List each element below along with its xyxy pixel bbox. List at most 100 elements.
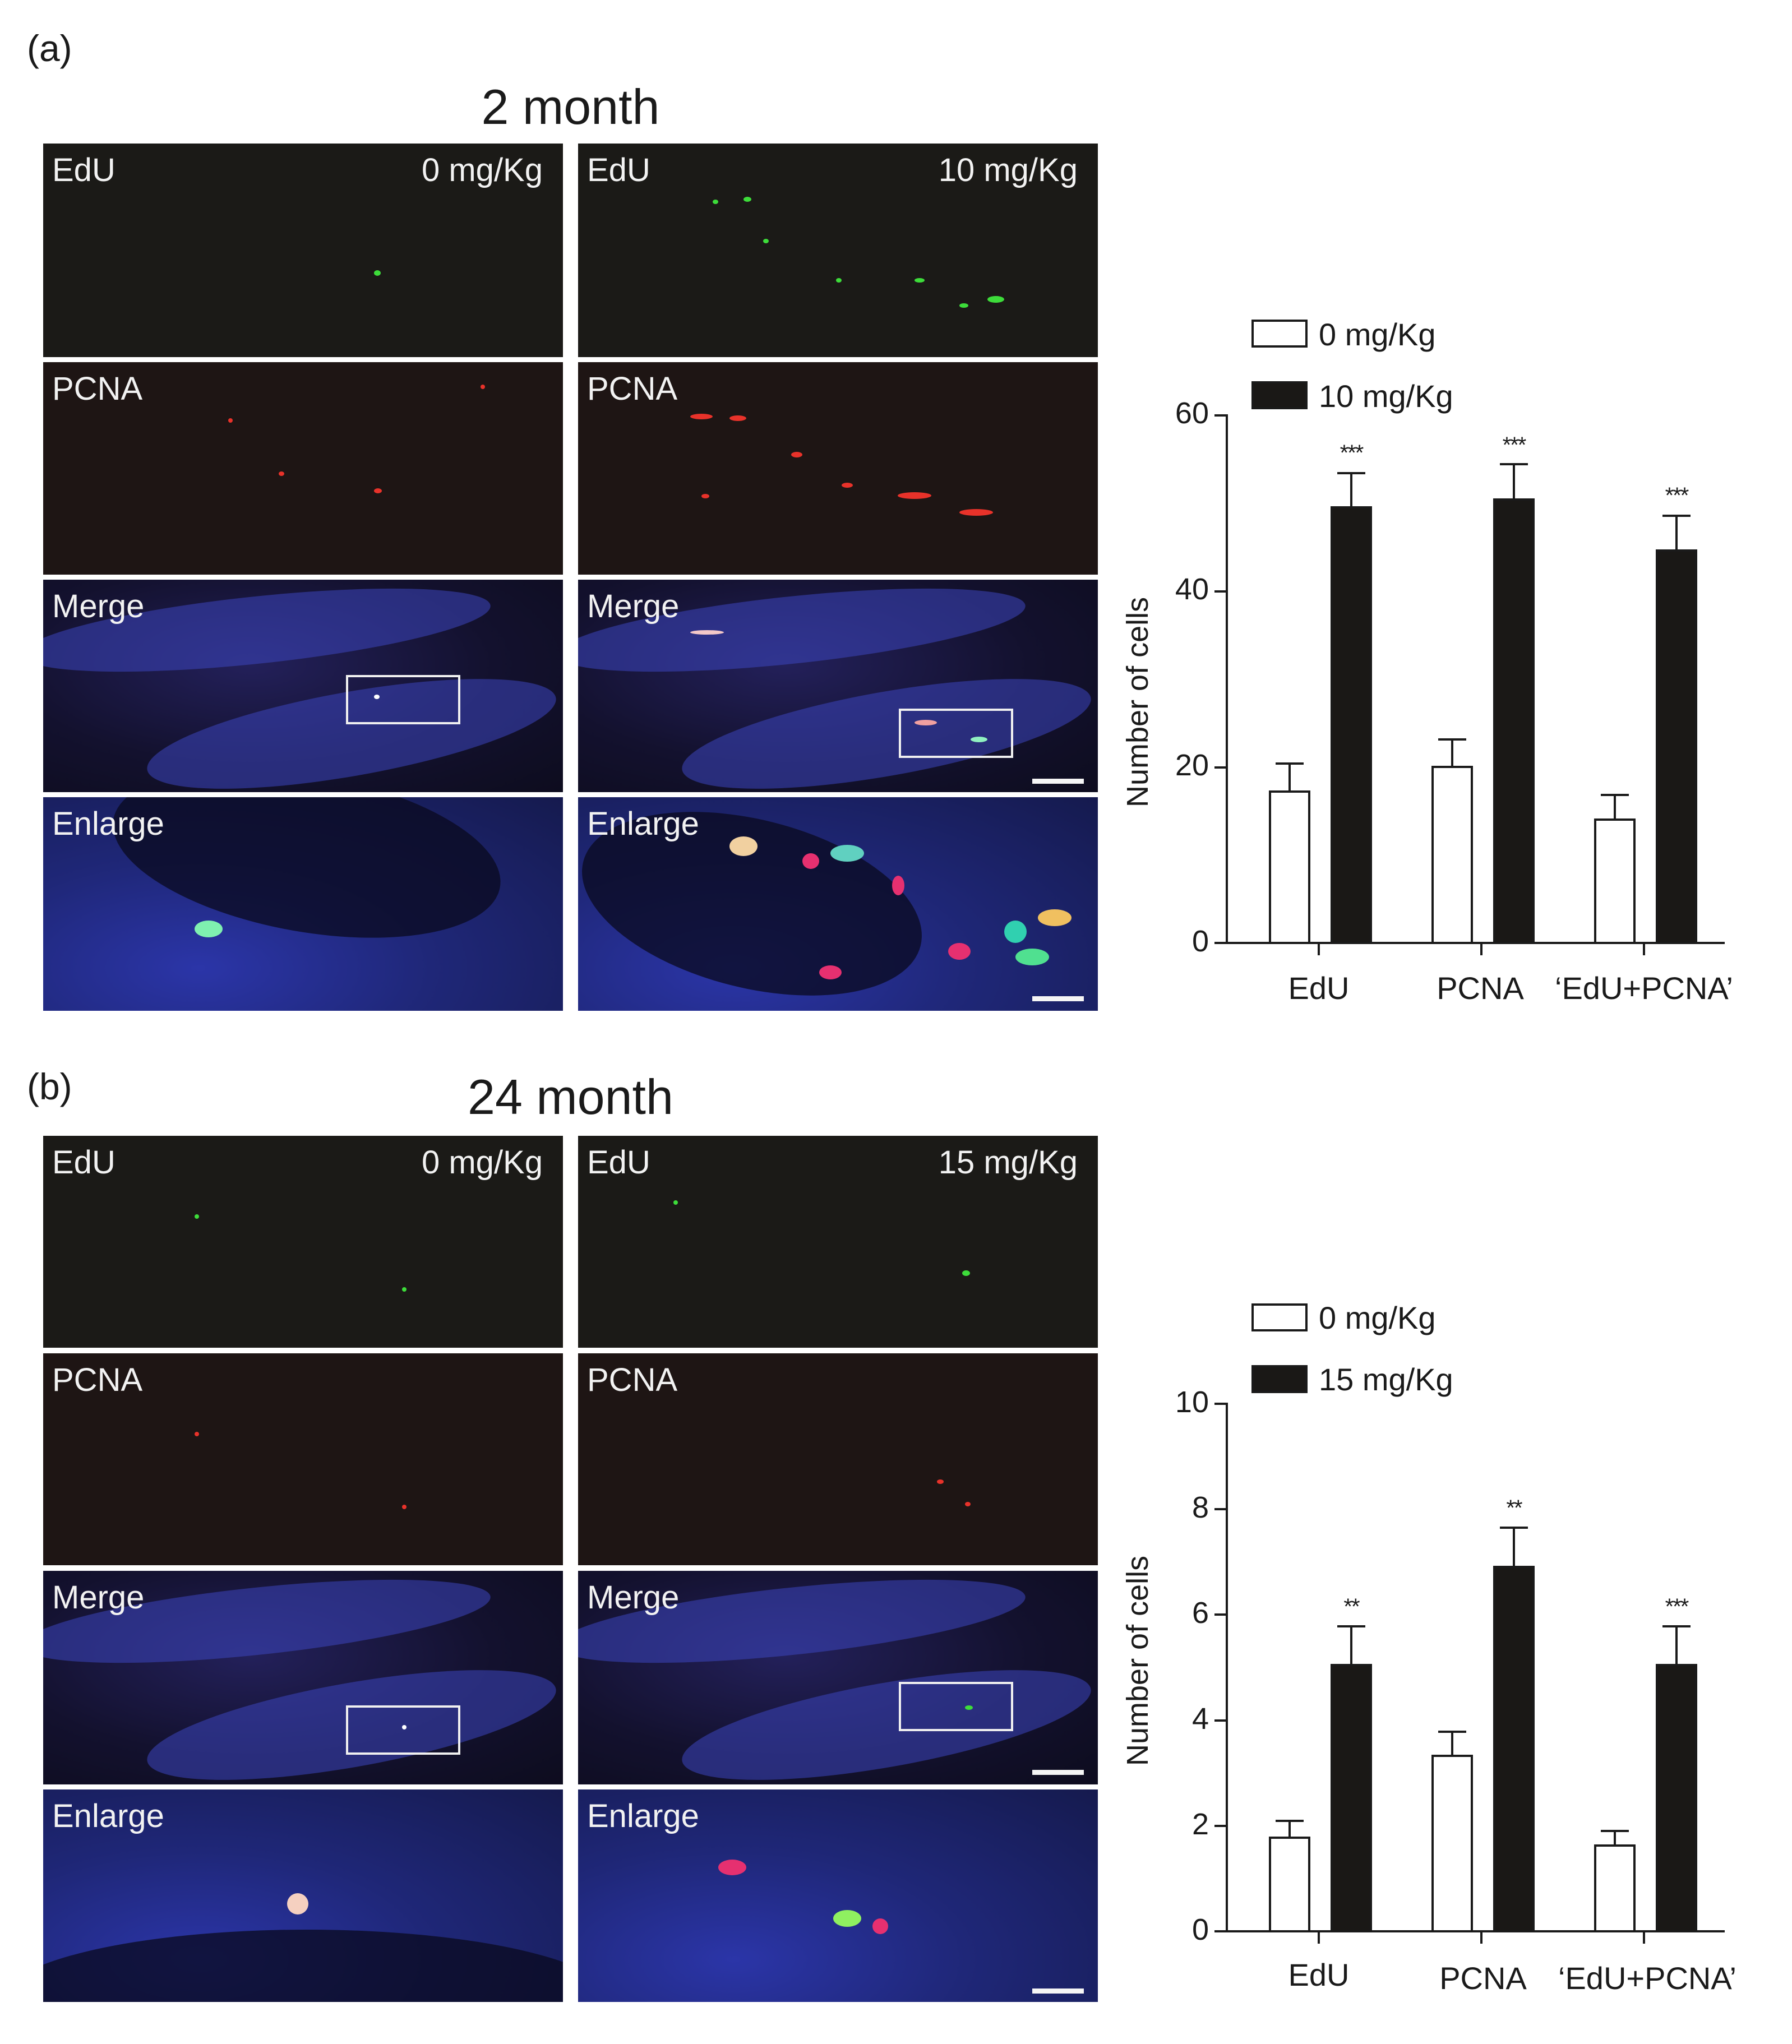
error-bar-cap xyxy=(1276,762,1304,765)
row-label: EdU xyxy=(587,152,650,188)
scale-bar xyxy=(1032,1988,1084,1994)
pcna-cell xyxy=(791,452,802,457)
pcna-cell xyxy=(842,483,853,488)
error-bar xyxy=(1675,515,1678,549)
y-tick-label: 60 xyxy=(1175,396,1209,430)
error-bar-cap xyxy=(1601,1830,1629,1832)
error-bar xyxy=(1451,1731,1453,1756)
x-tick xyxy=(1318,943,1320,955)
colocalized-cell xyxy=(1038,909,1071,926)
micrograph-edu-control: EdU 0 mg/Kg xyxy=(43,144,563,357)
pcna-cell xyxy=(402,1505,407,1509)
pcna-cell xyxy=(195,1432,199,1436)
y-tick-label: 0 xyxy=(1191,924,1209,958)
y-tick-label: 8 xyxy=(1191,1491,1209,1524)
error-bar xyxy=(1614,794,1616,820)
y-axis xyxy=(1226,414,1228,944)
row-label: Enlarge xyxy=(587,806,699,842)
colocalized-cell xyxy=(374,695,380,699)
pcna-cell xyxy=(898,492,931,499)
error-bar xyxy=(1451,738,1453,766)
pcna-cell xyxy=(872,1918,888,1934)
edu-cell xyxy=(836,278,842,283)
micrograph-edu-treated: EdU 10 mg/Kg xyxy=(578,144,1098,357)
row-label: PCNA xyxy=(587,371,678,407)
edu-cell xyxy=(673,1200,678,1205)
edu-cell xyxy=(374,270,381,276)
error-bar xyxy=(1513,1527,1515,1566)
y-tick-label: 10 xyxy=(1175,1385,1209,1419)
colocalized-cell xyxy=(402,1725,407,1729)
legend-label-control: 0 mg/Kg xyxy=(1319,317,1436,352)
x-category-label: ‘EdU+PCNA’ xyxy=(1558,1960,1736,1996)
x-tick xyxy=(1480,943,1482,955)
scale-bar xyxy=(1032,779,1084,784)
row-label: Merge xyxy=(587,1579,680,1616)
y-tick xyxy=(1214,1613,1227,1616)
pcna-cell xyxy=(937,1479,944,1484)
pcna-cell xyxy=(965,1502,971,1506)
y-tick xyxy=(1214,1403,1227,1405)
panel-letter-b: (b) xyxy=(27,1066,72,1107)
colocalized-cell xyxy=(971,737,987,742)
y-tick-label: 6 xyxy=(1191,1596,1209,1630)
micrograph-merge-control: Merge xyxy=(43,580,563,792)
row-label: PCNA xyxy=(587,1362,678,1398)
y-tick xyxy=(1214,1930,1227,1932)
pcna-cell xyxy=(279,471,284,476)
error-bar xyxy=(1675,1625,1678,1664)
pcna-cell xyxy=(819,965,842,979)
dose-label: 10 mg/Kg xyxy=(938,152,1078,188)
error-bar xyxy=(1288,762,1291,790)
y-tick xyxy=(1214,942,1227,944)
micrograph-edu-treated: EdU 15 mg/Kg xyxy=(578,1136,1098,1348)
row-label: Merge xyxy=(587,588,680,625)
bar-edu-pcna-control xyxy=(1594,1844,1636,1932)
error-bar-cap xyxy=(1662,515,1691,517)
edu-cell xyxy=(402,1287,407,1292)
pcna-cell xyxy=(892,876,904,895)
bar-pcna-treated xyxy=(1493,1566,1535,1932)
significance-marker: *** xyxy=(1665,483,1689,508)
dentate-gyrus-band xyxy=(675,1647,1098,1784)
pcna-cell xyxy=(802,853,819,869)
micrograph-enlarge-control: Enlarge xyxy=(43,797,563,1011)
significance-marker: *** xyxy=(1502,433,1527,457)
pcna-cell xyxy=(959,509,993,516)
dentate-gyrus-band xyxy=(675,656,1098,792)
row-label: Enlarge xyxy=(52,806,164,842)
bar-pcna-control xyxy=(1431,766,1473,944)
micrograph-enlarge-control: Enlarge xyxy=(43,1789,563,2002)
colocalized-cell xyxy=(287,1893,308,1914)
bar-edu-treated xyxy=(1331,506,1372,944)
pcna-cell xyxy=(718,1860,746,1875)
panel-letter-a: (a) xyxy=(27,27,72,69)
edu-cell xyxy=(959,303,968,308)
roi-box xyxy=(899,1682,1013,1731)
x-tick xyxy=(1480,1931,1482,1944)
x-axis xyxy=(1226,1930,1725,1932)
hilus-region xyxy=(43,1930,563,2002)
pcna-cell xyxy=(948,943,971,960)
row-label: PCNA xyxy=(52,371,143,407)
edu-cell xyxy=(962,1270,970,1276)
pcna-cell xyxy=(729,415,746,421)
colocalized-cell xyxy=(965,1705,973,1710)
scale-bar xyxy=(1032,996,1084,1001)
dose-label: 0 mg/Kg xyxy=(422,152,543,188)
y-tick-label: 4 xyxy=(1191,1702,1209,1736)
pcna-cell xyxy=(690,414,713,419)
y-tick-label: 2 xyxy=(1191,1807,1209,1841)
legend-label-control: 0 mg/Kg xyxy=(1319,1300,1436,1335)
error-bar-cap xyxy=(1500,463,1528,465)
pcna-cell xyxy=(374,488,382,493)
edu-cell xyxy=(1015,949,1049,965)
edu-cell xyxy=(195,1214,199,1219)
pcna-cell xyxy=(701,494,709,498)
micrograph-merge-control: Merge xyxy=(43,1571,563,1784)
row-label: Enlarge xyxy=(587,1798,699,1834)
y-axis-label: Number of cells xyxy=(1121,596,1154,807)
row-label: Enlarge xyxy=(52,1798,164,1834)
micrograph-pcna-treated: PCNA xyxy=(578,362,1098,575)
y-axis xyxy=(1226,1403,1228,1932)
